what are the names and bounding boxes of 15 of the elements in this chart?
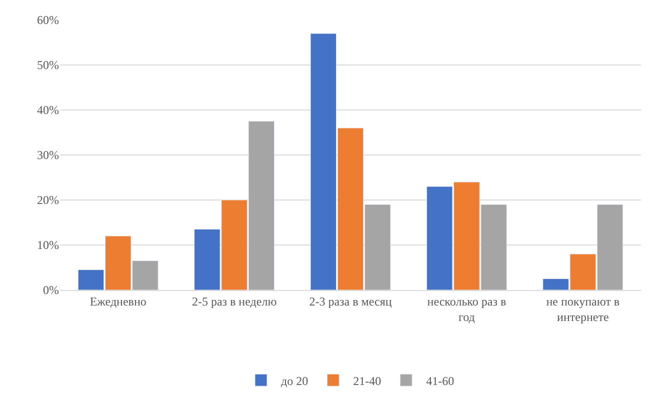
y-tick-label: 20%	[37, 193, 59, 208]
x-tick-label: Ежедневно	[90, 294, 146, 308]
y-tick-label: 10%	[37, 238, 59, 252]
x-tick-label: 2-5 раз в неделю	[192, 294, 277, 308]
x-tick-label: не покупают в интернете	[546, 294, 620, 324]
y-tick-label: 0%	[43, 283, 59, 298]
y-tick-label: 60%	[37, 13, 59, 28]
y-tick-label: 50%	[37, 58, 59, 72]
x-tick-label: несколько раз в год	[427, 294, 506, 324]
y-tick-label: 30%	[37, 148, 59, 162]
y-tick-label: 40%	[37, 103, 59, 118]
legend-label: 21-40	[353, 374, 382, 388]
legend-label: до 20	[281, 374, 308, 388]
legend-label: 41-60	[426, 374, 454, 388]
x-tick-label: 2-3 раза в месяц	[309, 294, 392, 308]
